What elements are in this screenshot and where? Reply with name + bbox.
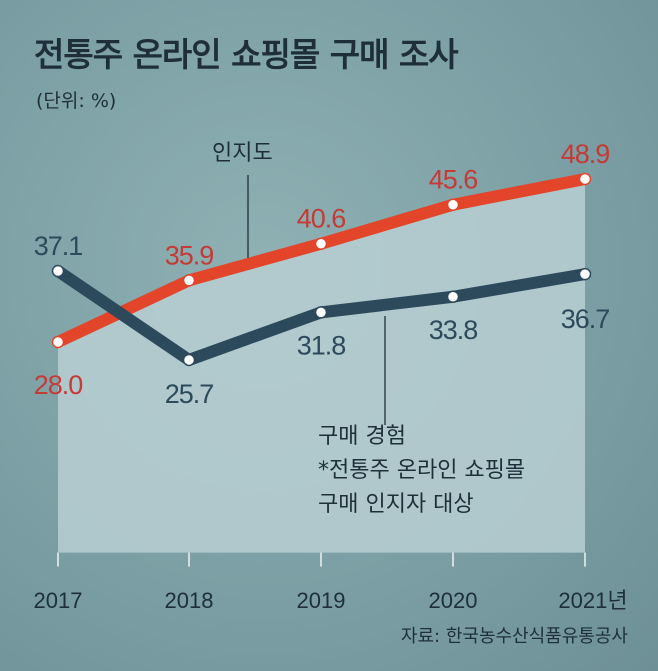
purchase-data-label: 37.1 [34, 231, 83, 261]
series-label-awareness: 인지도 [212, 141, 273, 166]
x-tick-label: 2018 [165, 588, 214, 613]
awareness-point [314, 237, 328, 250]
unit-label: (단위: %) [36, 90, 117, 112]
chart-title: 전통주 온라인 쇼핑몰 구매 조사 [34, 35, 459, 74]
purchase-data-label: 33.8 [429, 315, 478, 345]
awareness-point [182, 274, 196, 287]
source-note: 자료: 한국농수산식품유통공사 [400, 626, 628, 647]
purchase-point [51, 264, 65, 278]
purchase-data-label: 25.7 [165, 379, 214, 409]
footnote-line-1: *전통주 온라인 쇼핑몰 [318, 458, 526, 483]
purchase-point [182, 353, 196, 367]
x-tick-label: 2019 [297, 588, 346, 613]
series-label-purchase: 구매 경험 [318, 424, 406, 449]
awareness-area-fill [58, 178, 585, 553]
x-tick-label: 2017 [34, 588, 83, 613]
awareness-data-label: 45.6 [429, 165, 478, 195]
purchase-data-label: 36.7 [561, 304, 610, 334]
awareness-point [446, 198, 460, 211]
purchase-point [446, 290, 460, 304]
x-tick-label: 2020 [429, 588, 478, 613]
awareness-data-label: 28.0 [34, 370, 83, 400]
purchase-data-label: 31.8 [297, 330, 346, 360]
purchase-point [314, 306, 328, 319]
awareness-point [51, 335, 65, 349]
awareness-data-label: 40.6 [297, 204, 346, 234]
awareness-point [578, 172, 592, 186]
x-tick-label: 2021년 [558, 588, 627, 613]
purchase-point [578, 267, 592, 281]
awareness-data-label: 48.9 [561, 139, 610, 169]
footnote-line-2: 구매 인지자 대상 [318, 492, 474, 517]
awareness-data-label: 35.9 [165, 240, 214, 270]
